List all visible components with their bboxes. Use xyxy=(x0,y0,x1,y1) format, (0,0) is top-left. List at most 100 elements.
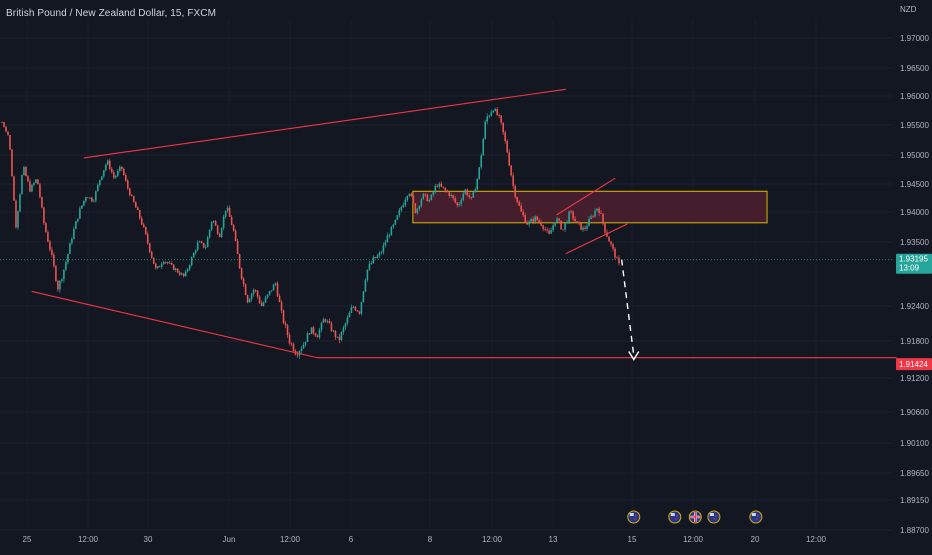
candle-body xyxy=(174,268,177,270)
candle-body xyxy=(550,230,552,234)
candle-body xyxy=(260,302,263,306)
projection-arrow-head xyxy=(628,351,640,361)
candle-body xyxy=(530,219,532,222)
candle-body xyxy=(364,280,367,292)
candle-body xyxy=(558,218,560,221)
candle-body xyxy=(374,257,377,259)
candle-body xyxy=(368,264,371,270)
candle-body xyxy=(81,205,83,209)
economic-events[interactable] xyxy=(627,510,763,524)
candle-body xyxy=(514,185,516,198)
candle-body xyxy=(142,224,145,227)
candle-body xyxy=(258,296,261,303)
candle-body xyxy=(240,268,243,279)
candle-body xyxy=(188,265,191,270)
candle-body xyxy=(61,279,63,281)
time-tick-label: 12:00 xyxy=(683,535,704,544)
candles xyxy=(1,106,620,359)
time-tick-label: 12:00 xyxy=(78,535,99,544)
candle-body xyxy=(63,269,65,280)
candle-body xyxy=(526,222,528,225)
candle-body xyxy=(222,216,225,229)
candle-body xyxy=(59,280,61,290)
candle-body xyxy=(166,262,169,264)
candle-body xyxy=(282,310,285,324)
candle-body xyxy=(568,211,570,222)
candle-body xyxy=(244,284,247,296)
candle-body xyxy=(278,295,281,303)
candle-body xyxy=(220,228,223,238)
trendline-4 xyxy=(565,223,628,255)
candle-body xyxy=(438,183,441,187)
candle-body xyxy=(192,253,195,258)
candle-body xyxy=(7,131,9,136)
candle-body xyxy=(334,330,337,338)
candle-body xyxy=(384,242,387,246)
candle-body xyxy=(534,216,536,222)
candle-body xyxy=(554,222,556,226)
candle-body xyxy=(378,253,381,256)
candle-body xyxy=(69,243,71,254)
candle-body xyxy=(85,197,87,201)
candle-body xyxy=(178,272,181,275)
candle-body xyxy=(358,311,361,314)
price-tick-label: 1.95500 xyxy=(900,121,929,130)
candle-body xyxy=(592,216,594,218)
candle-body xyxy=(115,175,117,178)
candle-body xyxy=(182,273,185,277)
candle-body xyxy=(402,204,405,208)
candle-body xyxy=(476,178,479,190)
price-tick-label: 1.95000 xyxy=(900,151,929,160)
candle-body xyxy=(436,185,439,187)
price-axis[interactable]: 1.97000 1.96500 1.96000 1.95500 1.95000 1.945… xyxy=(900,34,929,535)
candle-body xyxy=(538,220,540,223)
candle-body xyxy=(75,221,77,230)
candle-body xyxy=(472,192,475,198)
candle-body xyxy=(450,194,453,196)
candle-body xyxy=(254,290,257,291)
candle-body xyxy=(572,211,574,219)
candle-body xyxy=(552,225,554,231)
candle-body xyxy=(150,251,153,258)
candle-body xyxy=(598,208,600,214)
candle-body xyxy=(542,225,544,229)
candle-body xyxy=(132,196,135,203)
candle-body xyxy=(576,221,578,223)
candle-body xyxy=(372,257,375,264)
candle-body xyxy=(366,269,369,281)
time-tick-label: 30 xyxy=(144,535,153,544)
candle-body xyxy=(512,175,514,186)
candle-body xyxy=(454,198,457,203)
trendlines[interactable] xyxy=(0,88,897,361)
candle-body xyxy=(382,245,385,253)
candle-body xyxy=(290,343,293,345)
candle-body xyxy=(226,207,229,211)
candle-body xyxy=(202,243,205,248)
candle-body xyxy=(51,249,53,255)
time-axis[interactable]: 25 12:00 30 Jun 12:00 6 8 12:00 13 15 12:00 20 12:00 xyxy=(23,535,827,544)
candle-body xyxy=(168,263,171,264)
candle-body xyxy=(420,199,423,206)
candle-body xyxy=(272,284,275,291)
candle-body xyxy=(49,241,51,250)
candle-body xyxy=(352,306,355,308)
candle-body xyxy=(306,333,309,342)
supply-zone-rect xyxy=(412,190,768,224)
candle-body xyxy=(404,199,407,205)
candle-body xyxy=(89,197,91,199)
candle-body xyxy=(41,197,43,208)
candle-body xyxy=(43,207,45,224)
resistance-zone[interactable] xyxy=(412,190,768,224)
candle-body xyxy=(210,222,213,230)
candle-body xyxy=(376,255,379,259)
candle-body xyxy=(544,228,546,230)
candle-body xyxy=(564,223,566,230)
candle-body xyxy=(522,211,524,216)
candle-body xyxy=(448,192,451,196)
candle-body xyxy=(560,220,562,230)
candle-body xyxy=(111,169,113,173)
symbol-title[interactable]: British Pound / New Zealand Dollar, 15, … xyxy=(6,8,217,19)
candle-body xyxy=(432,192,435,195)
